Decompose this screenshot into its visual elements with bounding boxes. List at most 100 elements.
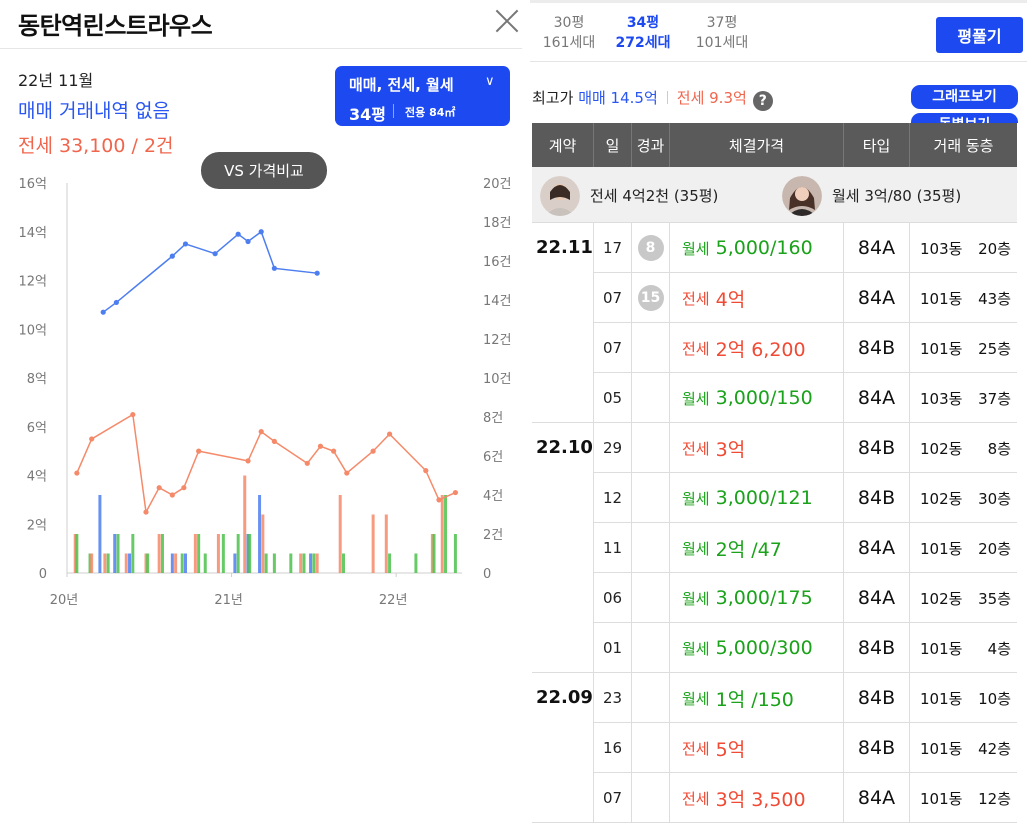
contract-month: 22.10: [536, 437, 593, 458]
jeonse-point: [258, 429, 264, 435]
volume-bar: [302, 553, 306, 573]
trade-floor: 10층: [978, 690, 1011, 708]
y-left-tick: 6억: [27, 421, 47, 436]
table-row[interactable]: 11 월세 2억 /47 84A 101동 20층: [594, 523, 1017, 573]
trade-price: 전세 5억: [670, 723, 844, 773]
help-icon[interactable]: ?: [752, 91, 773, 111]
graph-view-button[interactable]: 그래프보기: [911, 85, 1018, 109]
unit-type: 84A: [844, 223, 910, 273]
table-row[interactable]: 07 전세 2억 6,200 84B 101동 25층: [594, 323, 1017, 373]
trade-dong: 102동: [920, 590, 963, 608]
col-price[interactable]: 체결가격: [670, 123, 844, 167]
table-row[interactable]: 07 15 전세 4억 84A 101동 43층: [594, 273, 1017, 323]
pyeong-expand-button[interactable]: 평풀기: [936, 17, 1023, 53]
trade-amount: 5,000/160: [715, 237, 813, 259]
table-row[interactable]: 12 월세 3,000/121 84B 102동 30층: [594, 473, 1017, 523]
vs-compare-button[interactable]: VS 가격비교: [201, 152, 327, 189]
size-tab-30[interactable]: 30평 161세대: [538, 13, 600, 53]
max-price-line: 최고가 매매 14.5억 전세 9.3억?: [532, 87, 773, 111]
volume-bar: [216, 534, 220, 573]
listing-jeonse: 전세 4억2천 (35평): [590, 187, 719, 205]
trade-filter-button[interactable]: 매매, 전세, 월세 ∨ 34평 전용 84㎡: [335, 66, 510, 126]
table-row[interactable]: 23 월세 1억 /150 84B 101동 10층: [594, 673, 1017, 723]
trade-day: 06: [594, 573, 632, 623]
trade-day: 05: [594, 373, 632, 423]
trade-dong: 101동: [920, 690, 963, 708]
dong-floor: 102동 30층: [910, 473, 1017, 523]
jeonse-point: [436, 497, 442, 503]
y-left-tick: 8억: [27, 372, 47, 387]
trade-amount: 2억 6,200: [715, 338, 806, 361]
jeonse-point: [169, 492, 175, 498]
unit-type: 84B: [844, 673, 910, 723]
close-icon[interactable]: [494, 8, 520, 34]
volume-bar: [180, 553, 184, 573]
volume-bar: [236, 534, 240, 573]
table-row[interactable]: 05 월세 3,000/150 84A 103동 37층: [594, 373, 1017, 423]
trade-kind: 전세: [682, 339, 710, 358]
volume-bar: [261, 514, 265, 573]
dong-floor: 101동 20층: [910, 523, 1017, 573]
table-row[interactable]: 07 전세 3억 3,500 84A 101동 12층: [594, 773, 1017, 823]
volume-bar: [388, 553, 392, 573]
volume-bar: [174, 553, 178, 573]
x-tick: 22년: [379, 593, 408, 608]
volume-bar: [131, 534, 135, 573]
summary-month: 22년 11월: [18, 71, 94, 90]
col-type[interactable]: 타입: [844, 123, 910, 167]
dong-floor: 102동 8층: [910, 423, 1017, 473]
dong-floor: 101동 42층: [910, 723, 1017, 773]
size-tab-units: 101세대: [695, 35, 749, 51]
trade-dong: 101동: [920, 540, 963, 558]
volume-bar: [157, 534, 161, 573]
transactions-panel: 30평 161세대 34평 272세대 37평 101세대 평풀기 최고가 매매…: [530, 0, 1027, 827]
table-row[interactable]: 01 월세 5,000/300 84B 101동 4층: [594, 623, 1017, 673]
volume-bar: [98, 495, 102, 573]
elapsed-cell: [632, 673, 670, 723]
jeonse-point: [423, 468, 429, 474]
y-left-tick: 2억: [27, 518, 47, 533]
trade-dong: 102동: [920, 440, 963, 458]
size-tabs: 30평 161세대 34평 272세대 37평 101세대 평풀기: [530, 0, 1027, 62]
col-day[interactable]: 일: [594, 123, 632, 167]
volume-bar: [289, 553, 293, 573]
trade-day: 23: [594, 673, 632, 723]
trade-dong: 103동: [920, 240, 963, 258]
table-row[interactable]: 29 전세 3억 84B 102동 8층: [594, 423, 1017, 473]
trade-amount: 3,000/150: [715, 387, 813, 409]
table-row[interactable]: 06 월세 3,000/175 84A 102동 35층: [594, 573, 1017, 623]
col-elapsed[interactable]: 경과: [632, 123, 670, 167]
trade-dong: 102동: [920, 490, 963, 508]
dong-view-button[interactable]: 동별보기: [911, 113, 1018, 123]
volume-bar: [453, 534, 457, 573]
trade-floor: 43층: [978, 290, 1011, 308]
col-dong-floor[interactable]: 거래 동층: [933, 136, 994, 155]
jeonse-point: [370, 448, 376, 454]
elapsed-cell: [632, 523, 670, 573]
size-tab-37[interactable]: 37평 101세대: [690, 13, 754, 53]
elapsed-cell: [632, 473, 670, 523]
filter-area: 전용 84㎡: [405, 106, 456, 119]
size-tab-34[interactable]: 34평 272세대: [610, 13, 676, 53]
table-row[interactable]: 17 8 월세 5,000/160 84A 103동 20층: [594, 223, 1017, 273]
trade-floor: 37층: [978, 390, 1011, 408]
table-row[interactable]: 16 전세 5억 84B 101동 42층: [594, 723, 1017, 773]
trade-price: 전세 4억: [670, 273, 844, 323]
volume-bar: [203, 553, 207, 573]
summary-jeonse: 전세 33,100 / 2건: [18, 135, 174, 157]
elapsed-cell: [632, 373, 670, 423]
dong-floor: 101동 12층: [910, 773, 1017, 823]
y-right-tick: 16건: [483, 255, 512, 270]
volume-bar: [414, 553, 418, 573]
trade-amount: 3억: [715, 438, 746, 461]
y-right-tick: 20건: [483, 177, 512, 192]
volume-bar: [432, 534, 436, 573]
elapsed-cell: [632, 323, 670, 373]
trade-amount: 1억 /150: [715, 688, 794, 711]
trade-day: 29: [594, 423, 632, 473]
listing-row[interactable]: 전세 4억2천 (35평) 월세 3억/80 (35평): [532, 167, 1017, 223]
y-right-tick: 12건: [483, 333, 512, 348]
col-contract[interactable]: 계약: [532, 123, 594, 167]
volume-bar: [338, 495, 342, 573]
volume-bar: [113, 534, 117, 573]
